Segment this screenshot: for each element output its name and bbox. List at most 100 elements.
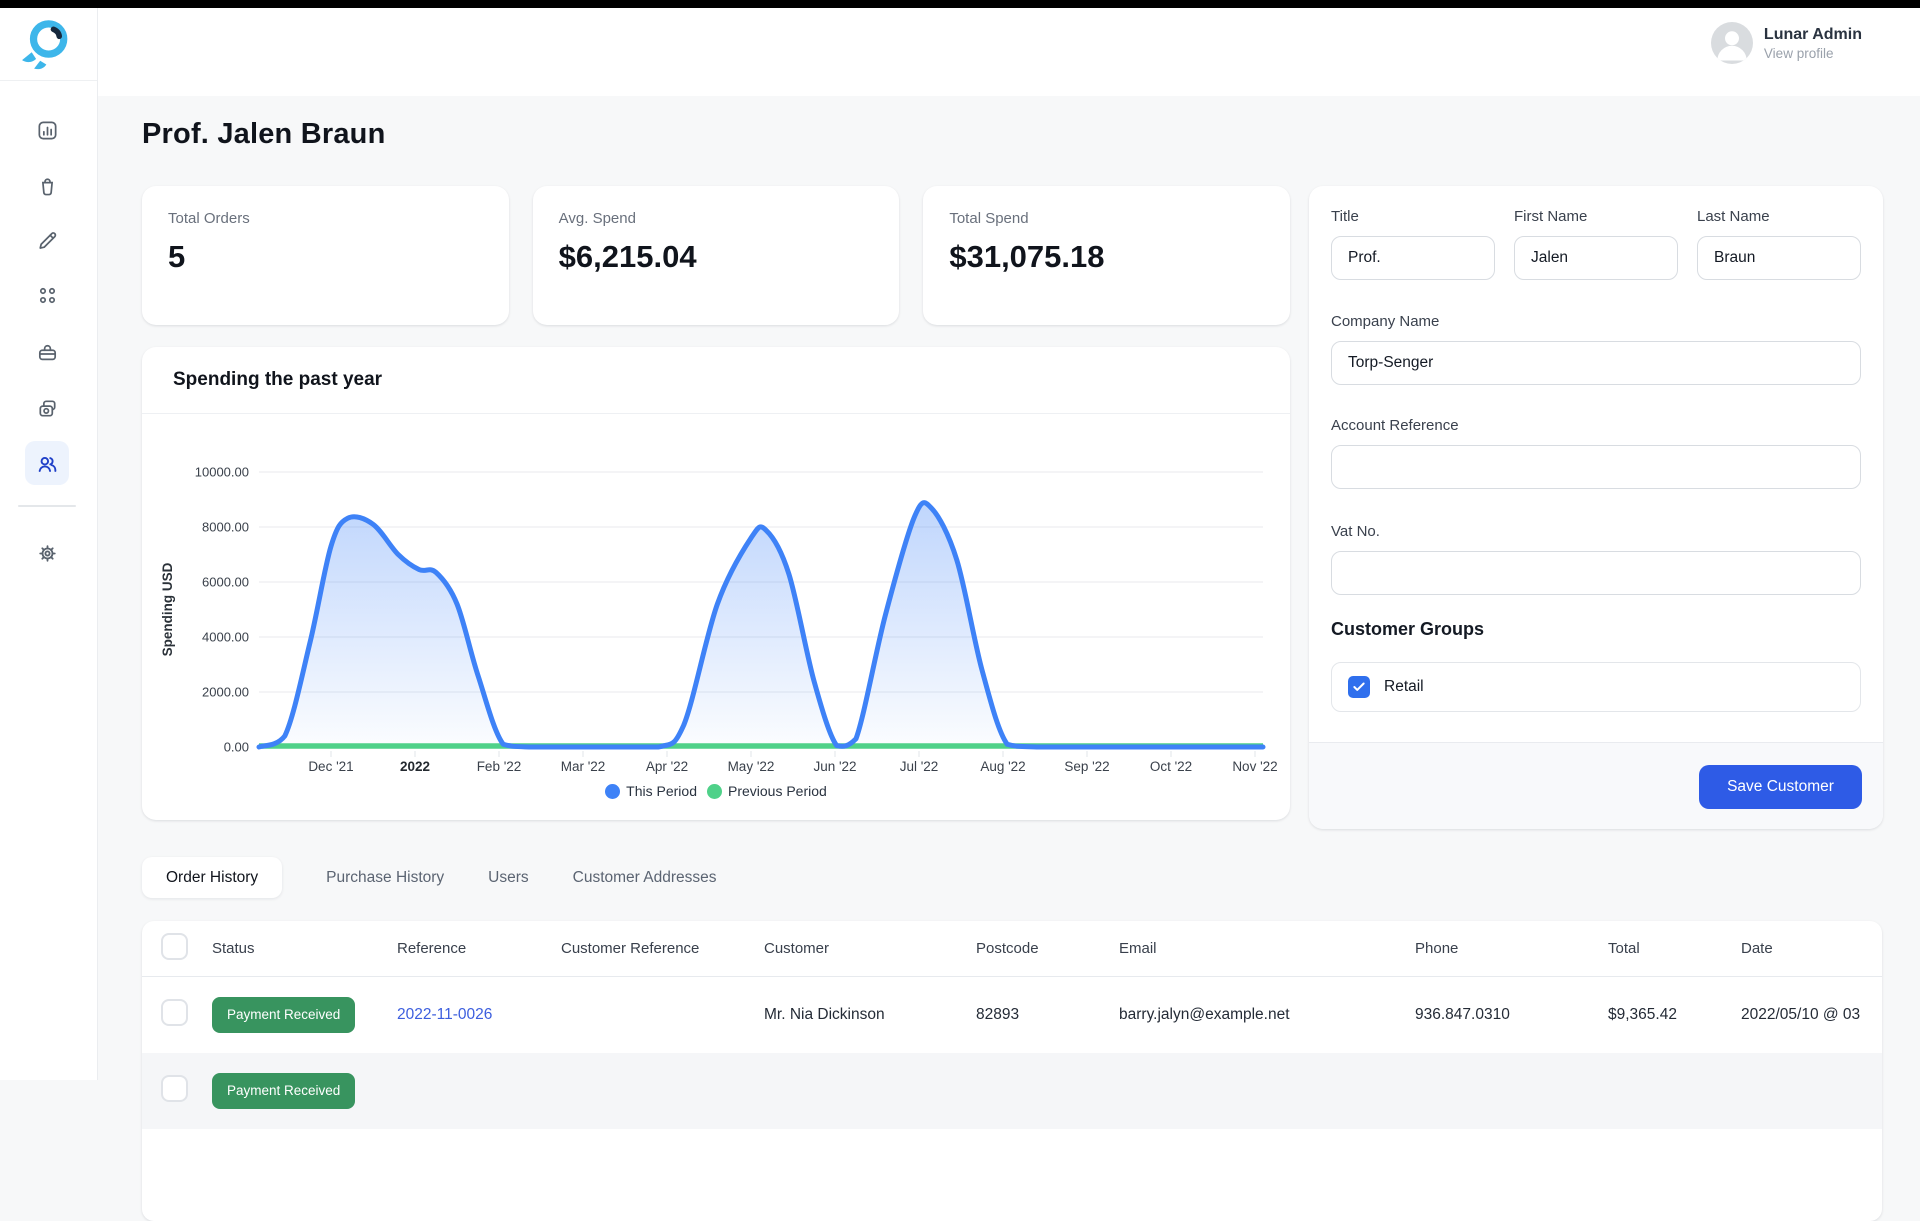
- status-badge: Payment Received: [212, 997, 356, 1033]
- tab-purchase-history[interactable]: Purchase History: [326, 868, 445, 886]
- stat-label: Avg. Spend: [558, 210, 636, 227]
- sidebar-divider: [0, 80, 97, 81]
- svg-text:Feb '22: Feb '22: [477, 759, 522, 774]
- stat-card-total-spend: Total Spend $31,075.18: [923, 186, 1291, 325]
- customer-groups-heading: Customer Groups: [1331, 619, 1485, 639]
- bar-chart-icon: [37, 120, 57, 140]
- group-label: Retail: [1384, 678, 1424, 695]
- stat-value: $31,075.18: [949, 239, 1105, 274]
- save-customer-button[interactable]: Save Customer: [1699, 765, 1862, 809]
- svg-text:Oct '22: Oct '22: [1150, 759, 1192, 774]
- app-logo-fish-icon[interactable]: [16, 16, 74, 74]
- table-header-row: Status Reference Customer Reference Cust…: [142, 921, 1882, 977]
- person-icon: [1717, 31, 1747, 61]
- svg-text:Mar '22: Mar '22: [561, 759, 606, 774]
- company-name-field[interactable]: [1331, 341, 1861, 385]
- col-reference: Reference: [397, 940, 467, 957]
- camera-copies-icon: [38, 399, 56, 417]
- svg-text:2022: 2022: [400, 759, 430, 774]
- last-name-field[interactable]: [1697, 236, 1861, 280]
- pencil-icon: [38, 231, 56, 249]
- sidebar-item-dashboard[interactable]: [25, 108, 69, 152]
- table-row: Payment Received: [142, 1053, 1882, 1129]
- tab-users[interactable]: Users: [488, 868, 529, 886]
- last-name-label: Last Name: [1697, 208, 1770, 225]
- account-reference-label: Account Reference: [1331, 417, 1459, 434]
- table-row: Payment Received 2022-11-0026 Mr. Nia Di…: [142, 977, 1882, 1053]
- chart-title: Spending the past year: [173, 369, 383, 390]
- col-date: Date: [1741, 940, 1773, 957]
- legend-dot-this: [605, 783, 621, 799]
- total-cell: $9,365.42: [1608, 1006, 1677, 1023]
- col-postcode: Postcode: [976, 940, 1039, 957]
- stat-value: 5: [168, 239, 186, 274]
- stat-card-total-orders: Total Orders 5: [142, 186, 509, 325]
- chart-header: Spending the past year: [142, 347, 1290, 414]
- stat-label: Total Spend: [949, 210, 1029, 227]
- customer-group-retail: Retail: [1331, 662, 1861, 712]
- select-all-checkbox[interactable]: [161, 933, 188, 960]
- reference-link[interactable]: 2022-11-0026: [397, 1006, 493, 1023]
- avatar: [1710, 22, 1753, 64]
- svg-text:6000.00: 6000.00: [202, 575, 249, 590]
- sidebar-item-edit[interactable]: [25, 218, 69, 262]
- sidebar-item-products[interactable]: [25, 330, 69, 374]
- title-field[interactable]: [1331, 236, 1495, 280]
- check-icon: [1353, 682, 1365, 691]
- postcode-cell: 82893: [976, 1006, 1020, 1023]
- window-top-strip: [0, 0, 1920, 8]
- page-title: Prof. Jalen Braun: [142, 118, 386, 150]
- customer-details-panel: Title First Name Last Name Company Name: [1309, 186, 1883, 829]
- svg-text:4000.00: 4000.00: [202, 630, 249, 645]
- sidebar-item-settings[interactable]: [25, 531, 69, 575]
- svg-text:Nov '22: Nov '22: [1232, 759, 1277, 774]
- row-checkbox[interactable]: [161, 999, 188, 1026]
- briefcase-icon: [38, 344, 56, 360]
- svg-text:May '22: May '22: [728, 759, 775, 774]
- panel-footer: Save Customer: [1309, 742, 1883, 829]
- sidebar-item-customers[interactable]: [25, 441, 69, 485]
- svg-text:Dec '21: Dec '21: [308, 759, 353, 774]
- sidebar-item-orders[interactable]: [25, 164, 69, 208]
- svg-text:0.00: 0.00: [224, 740, 249, 755]
- svg-text:Jun '22: Jun '22: [813, 759, 856, 774]
- view-profile-link[interactable]: View profile: [1763, 45, 1834, 61]
- svg-text:Spending USD: Spending USD: [160, 562, 175, 656]
- tab-order-history[interactable]: Order History: [142, 857, 283, 898]
- account-reference-field[interactable]: [1331, 445, 1861, 489]
- svg-text:Aug '22: Aug '22: [980, 759, 1025, 774]
- chart-legend: This Period Previous Period: [142, 783, 1290, 799]
- sidebar-item-categories[interactable]: [25, 273, 69, 317]
- svg-text:Jul '22: Jul '22: [900, 759, 939, 774]
- tab-customer-addresses[interactable]: Customer Addresses: [572, 868, 717, 886]
- grid-dots-icon: [39, 287, 55, 303]
- col-customer: Customer: [764, 940, 830, 957]
- svg-text:Sep '22: Sep '22: [1064, 759, 1109, 774]
- svg-text:Apr '22: Apr '22: [646, 759, 688, 774]
- vat-no-label: Vat No.: [1331, 523, 1380, 540]
- title-label: Title: [1331, 208, 1359, 225]
- legend-previous-period: Previous Period: [706, 783, 827, 799]
- profile-menu[interactable]: Lunar Admin View profile: [1710, 22, 1862, 64]
- gear-icon: [38, 544, 56, 562]
- row-checkbox[interactable]: [161, 1075, 188, 1102]
- logo-fin: [22, 52, 37, 63]
- stat-card-avg-spend: Avg. Spend $6,215.04: [532, 186, 900, 325]
- app-window: Lunar Admin View profile Prof. Jalen Bra…: [0, 0, 1920, 1109]
- spending-chart-card: Spending the past year 0.00 2000.00 4000.0…: [142, 347, 1290, 820]
- vat-no-field[interactable]: [1331, 551, 1861, 595]
- col-total: Total: [1608, 940, 1640, 957]
- retail-checkbox[interactable]: [1348, 676, 1370, 698]
- topbar: Lunar Admin View profile: [98, 8, 1920, 96]
- status-badge: Payment Received: [212, 1073, 356, 1109]
- shopping-bag-icon: [41, 177, 53, 195]
- order-history-table: Status Reference Customer Reference Cust…: [142, 921, 1882, 1221]
- spending-chart-svg: 0.00 2000.00 4000.00 6000.00 8000.00 10000.00…: [160, 465, 1278, 775]
- detail-tabs: Order History Purchase History Users Cus…: [142, 857, 717, 898]
- profile-name: Lunar Admin: [1763, 25, 1862, 43]
- sidebar-item-media[interactable]: [25, 386, 69, 430]
- first-name-field[interactable]: [1514, 236, 1678, 280]
- legend-label: Previous Period: [727, 783, 827, 799]
- stat-value: $6,215.04: [558, 239, 697, 274]
- first-name-label: First Name: [1514, 208, 1588, 225]
